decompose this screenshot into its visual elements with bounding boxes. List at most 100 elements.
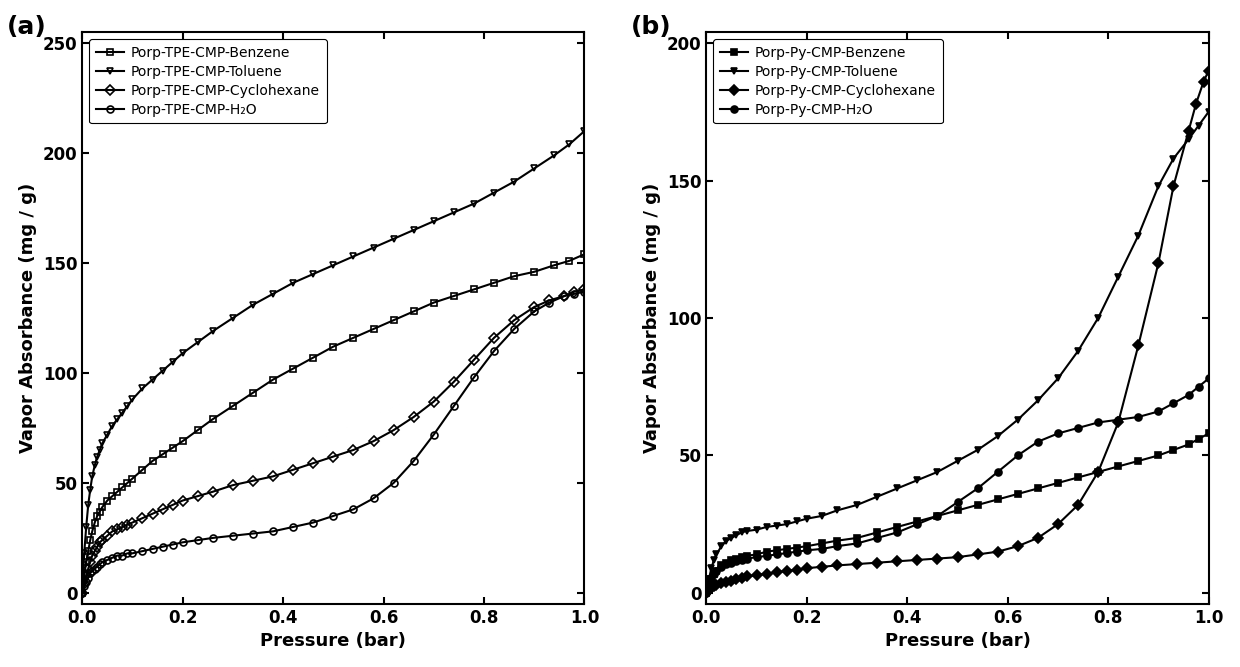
Porp-TPE-CMP-Cyclohexane <box>77 580 92 588</box>
Porp-TPE-CMP-H₂O <box>507 325 522 333</box>
Porp-TPE-CMP-Toluene <box>246 301 260 309</box>
Porp-TPE-CMP-Benzene <box>74 589 89 597</box>
Porp-TPE-CMP-H₂O <box>165 540 180 548</box>
Porp-Py-CMP-Cyclohexane <box>699 589 714 597</box>
Porp-TPE-CMP-Cyclohexane <box>94 536 109 544</box>
Porp-TPE-CMP-Cyclohexane <box>125 518 140 526</box>
Porp-Py-CMP-Benzene <box>930 512 945 520</box>
Porp-TPE-CMP-Cyclohexane <box>145 510 160 518</box>
Porp-Py-CMP-Cyclohexane <box>1050 520 1065 528</box>
Porp-Py-CMP-H₂O <box>729 558 744 566</box>
Porp-Py-CMP-Cyclohexane <box>714 580 729 588</box>
Porp-Py-CMP-Benzene <box>749 550 764 558</box>
Porp-TPE-CMP-Benzene <box>92 508 107 516</box>
Porp-TPE-CMP-Cyclohexane <box>120 521 135 529</box>
Line: Porp-TPE-CMP-H₂O: Porp-TPE-CMP-H₂O <box>78 288 588 596</box>
Porp-TPE-CMP-H₂O <box>125 550 140 558</box>
Porp-Py-CMP-Toluene <box>734 528 749 536</box>
Porp-TPE-CMP-H₂O <box>206 534 221 542</box>
Porp-Py-CMP-Benzene <box>709 567 724 575</box>
Porp-Py-CMP-Cyclohexane <box>1030 534 1045 542</box>
Porp-TPE-CMP-Benzene <box>265 376 280 384</box>
Porp-TPE-CMP-Toluene <box>427 217 441 225</box>
Porp-Py-CMP-Benzene <box>739 552 754 560</box>
Porp-Py-CMP-Benzene <box>729 554 744 562</box>
Porp-TPE-CMP-H₂O <box>155 543 170 551</box>
Porp-Py-CMP-Toluene <box>1182 135 1197 143</box>
Porp-Py-CMP-Benzene <box>1182 440 1197 448</box>
Porp-TPE-CMP-Cyclohexane <box>89 543 104 551</box>
Porp-TPE-CMP-Toluene <box>100 431 115 439</box>
Porp-Py-CMP-H₂O <box>709 567 724 575</box>
Porp-TPE-CMP-H₂O <box>105 554 120 562</box>
Porp-TPE-CMP-Toluene <box>79 523 94 531</box>
Porp-Py-CMP-Toluene <box>1030 396 1045 404</box>
Porp-Py-CMP-Toluene <box>1166 155 1180 163</box>
Porp-TPE-CMP-Toluene <box>386 235 401 243</box>
Porp-TPE-CMP-Cyclohexane <box>110 525 125 533</box>
Porp-TPE-CMP-Toluene <box>206 327 221 336</box>
Porp-Py-CMP-Cyclohexane <box>970 550 985 558</box>
Porp-Py-CMP-Toluene <box>815 512 830 520</box>
Porp-TPE-CMP-Toluene <box>92 446 107 454</box>
Porp-Py-CMP-H₂O <box>1050 430 1065 438</box>
Porp-TPE-CMP-H₂O <box>77 582 92 590</box>
Porp-TPE-CMP-Toluene <box>77 550 92 558</box>
Porp-TPE-CMP-Toluene <box>165 358 180 366</box>
Porp-Py-CMP-H₂O <box>830 542 844 550</box>
Porp-Py-CMP-H₂O <box>790 548 805 556</box>
Porp-Py-CMP-H₂O <box>779 549 794 557</box>
Porp-TPE-CMP-H₂O <box>527 307 542 315</box>
Porp-TPE-CMP-Benzene <box>547 261 562 269</box>
Porp-TPE-CMP-Benzene <box>577 250 591 258</box>
Porp-TPE-CMP-Toluene <box>562 140 577 148</box>
Y-axis label: Vapor Absorbance (mg / g): Vapor Absorbance (mg / g) <box>19 183 37 453</box>
Porp-Py-CMP-Cyclohexane <box>724 576 739 584</box>
Porp-TPE-CMP-Toluene <box>466 199 481 207</box>
Porp-Py-CMP-Benzene <box>704 575 719 583</box>
Porp-TPE-CMP-Toluene <box>145 376 160 384</box>
Porp-Py-CMP-Cyclohexane <box>1091 468 1106 476</box>
Porp-Py-CMP-Toluene <box>709 550 724 558</box>
Porp-TPE-CMP-Benzene <box>246 389 260 397</box>
Porp-TPE-CMP-H₂O <box>94 558 109 566</box>
Y-axis label: Vapor Absorbance (mg / g): Vapor Absorbance (mg / g) <box>644 183 661 453</box>
Porp-Py-CMP-Cyclohexane <box>779 567 794 575</box>
Porp-TPE-CMP-Toluene <box>120 402 135 410</box>
Porp-Py-CMP-Benzene <box>714 562 729 570</box>
Porp-TPE-CMP-H₂O <box>226 532 241 540</box>
Porp-TPE-CMP-Toluene <box>446 208 461 216</box>
Porp-Py-CMP-Toluene <box>1070 347 1085 355</box>
Porp-TPE-CMP-H₂O <box>265 528 280 536</box>
Porp-TPE-CMP-Toluene <box>407 226 422 234</box>
Porp-Py-CMP-H₂O <box>991 468 1006 476</box>
Porp-TPE-CMP-H₂O <box>446 402 461 410</box>
Porp-Py-CMP-Benzene <box>1091 468 1106 476</box>
Porp-Py-CMP-H₂O <box>910 520 925 528</box>
Porp-Py-CMP-Benzene <box>702 581 717 589</box>
Porp-TPE-CMP-Cyclohexane <box>115 523 130 531</box>
Porp-TPE-CMP-Toluene <box>226 314 241 322</box>
Porp-Py-CMP-Cyclohexane <box>729 575 744 583</box>
Porp-Py-CMP-Cyclohexane <box>1189 99 1204 107</box>
Porp-TPE-CMP-H₂O <box>466 374 481 382</box>
Porp-TPE-CMP-Toluene <box>84 472 99 480</box>
Porp-TPE-CMP-Cyclohexane <box>135 514 150 522</box>
Porp-TPE-CMP-Toluene <box>326 261 341 269</box>
Porp-TPE-CMP-H₂O <box>427 431 441 439</box>
Porp-TPE-CMP-Benzene <box>190 426 205 434</box>
Porp-TPE-CMP-Cyclohexane <box>285 466 300 474</box>
Porp-TPE-CMP-Toluene <box>135 384 150 392</box>
Porp-TPE-CMP-Cyclohexane <box>326 452 341 460</box>
Porp-TPE-CMP-Toluene <box>527 165 542 173</box>
Porp-Py-CMP-Toluene <box>707 556 722 564</box>
Porp-Py-CMP-Toluene <box>779 520 794 528</box>
Porp-Py-CMP-Toluene <box>890 484 905 492</box>
Porp-TPE-CMP-H₂O <box>366 494 381 502</box>
Porp-TPE-CMP-Cyclohexane <box>155 506 170 514</box>
Porp-Py-CMP-Cyclohexane <box>1202 67 1216 75</box>
Porp-TPE-CMP-Cyclohexane <box>557 292 572 300</box>
Porp-TPE-CMP-Cyclohexane <box>466 356 481 364</box>
Porp-Py-CMP-Cyclohexane <box>890 558 905 566</box>
Porp-TPE-CMP-Benzene <box>346 334 361 342</box>
